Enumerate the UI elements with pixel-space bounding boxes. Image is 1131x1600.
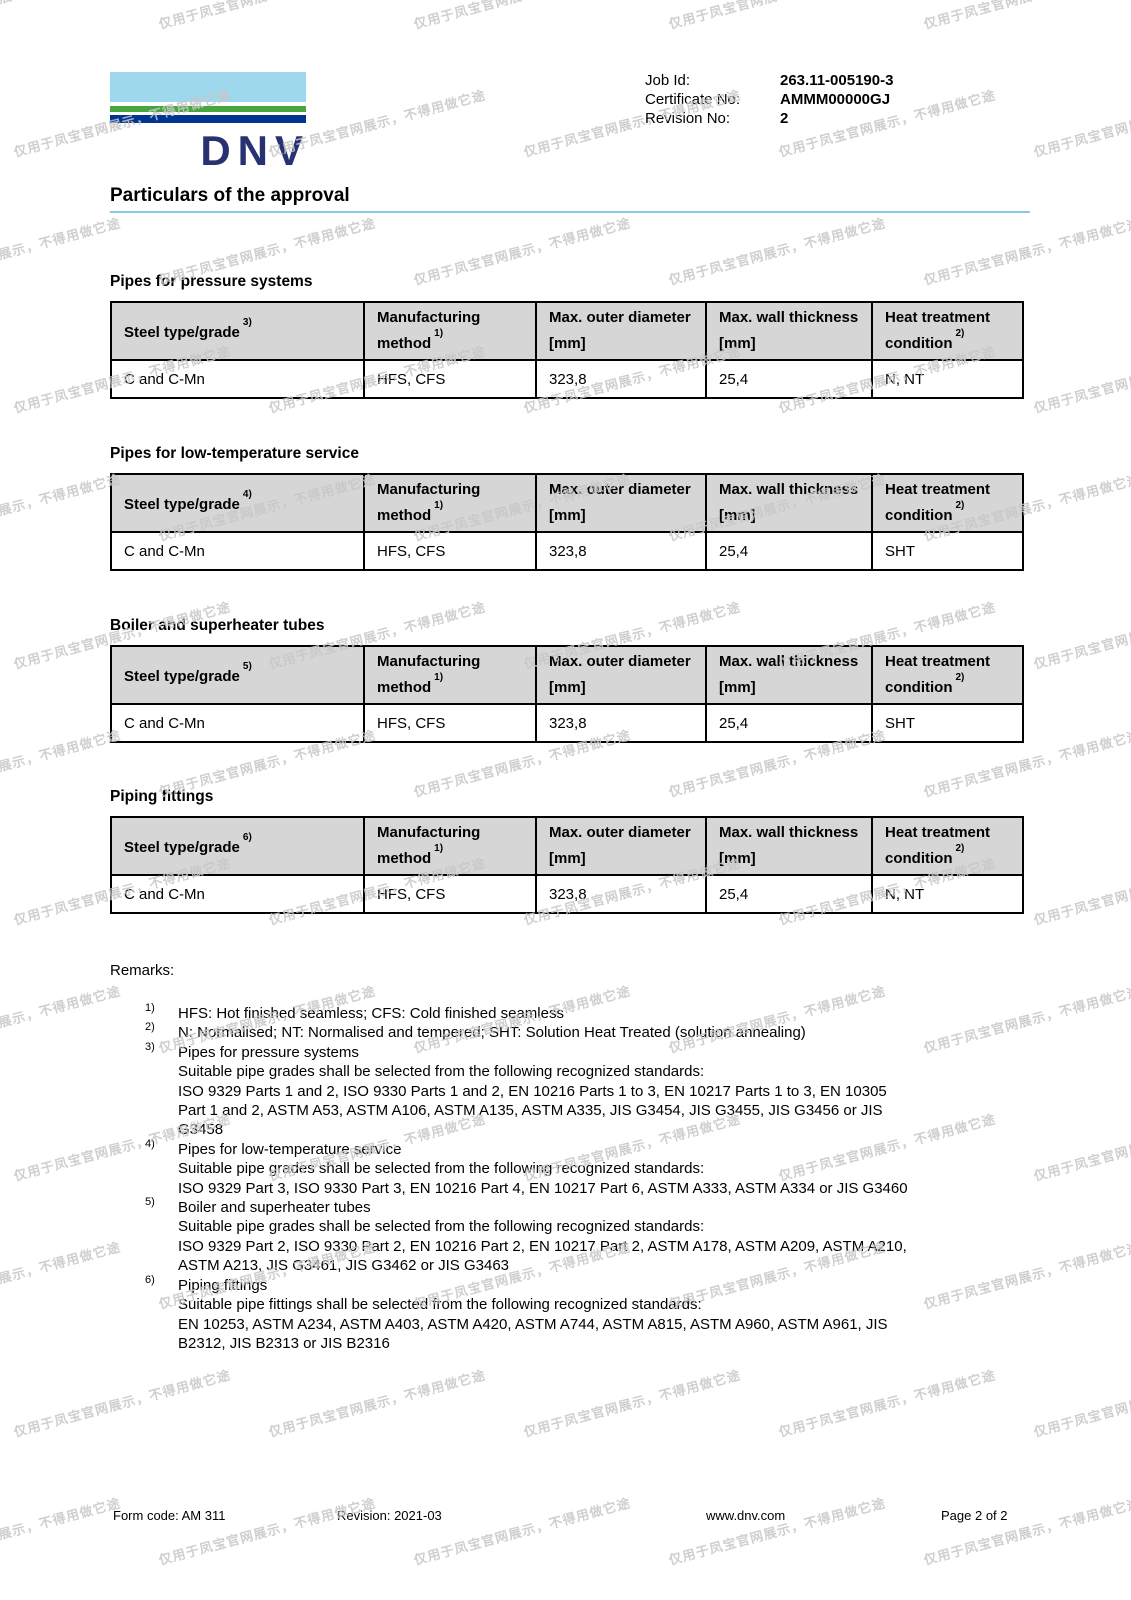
remarks-section: Remarks: 1) HFS: Hot finished seamless; … bbox=[110, 962, 1030, 1353]
footer-page-number: Page 2 of 2 bbox=[941, 1508, 1008, 1523]
page-title: Particulars of the approval bbox=[110, 185, 350, 206]
cell-heat-treatment: N, NT bbox=[871, 359, 1024, 399]
piping-fittings-table: Steel type/grade6) Manufacturing method1… bbox=[110, 816, 1024, 914]
footnote-text: Boiler and superheater tubes Suitable pip… bbox=[178, 1199, 907, 1275]
th-max-wall-thickness: Max. wall thickness [mm] bbox=[705, 816, 873, 876]
cell-thickness: 25,4 bbox=[705, 874, 873, 914]
table-row: C and C-Mn HFS, CFS 323,8 25,4 SHT bbox=[110, 703, 1024, 743]
th-max-outer-diameter: Max. outer diameter [mm] bbox=[535, 645, 707, 705]
certificate-no-label: Certificate No: bbox=[645, 91, 741, 108]
cell-steel-type: C and C-Mn bbox=[110, 359, 365, 399]
th-manufacturing-method: Manufacturing method1) bbox=[363, 816, 537, 876]
footer-website: www.dnv.com bbox=[706, 1508, 786, 1523]
section-title: Pipes for low-temperature service bbox=[110, 445, 359, 462]
section-pipes-low-temperature: Pipes for low-temperature service Steel … bbox=[110, 445, 1024, 571]
th-manufacturing-method: Manufacturing method1) bbox=[363, 473, 537, 533]
footnote-text: Pipes for pressure systems Suitable pipe … bbox=[178, 1043, 887, 1139]
th-heat-treatment: Heat treatment condition2) bbox=[871, 301, 1024, 361]
dnv-logo: DNV bbox=[110, 72, 306, 173]
footnote-marker: 2) bbox=[145, 1021, 155, 1034]
certificate-no-value: AMMM00000GJ bbox=[780, 91, 891, 108]
footnote-1: 1) HFS: Hot finished seamless; CFS: Cold… bbox=[110, 1002, 1030, 1023]
cell-thickness: 25,4 bbox=[705, 359, 873, 399]
th-max-outer-diameter: Max. outer diameter [mm] bbox=[535, 301, 707, 361]
form-code: Form code: AM 311 bbox=[113, 1508, 226, 1523]
job-id-label: Job Id: bbox=[645, 72, 691, 89]
table-row: C and C-Mn HFS, CFS 323,8 25,4 SHT bbox=[110, 531, 1024, 571]
footnote-marker: 6) bbox=[145, 1273, 155, 1286]
cell-diameter: 323,8 bbox=[535, 874, 707, 914]
footnote-2: 2) N: Normalised; NT: Normalised and tem… bbox=[110, 1021, 1030, 1042]
revision-no-label: Revision No: bbox=[645, 110, 731, 127]
footnote-marker: 4) bbox=[145, 1137, 155, 1150]
footnote-3: 3) Pipes for pressure systems Suitable pi… bbox=[110, 1040, 1030, 1140]
logo-blue-bar bbox=[110, 115, 306, 123]
cell-heat-treatment: SHT bbox=[871, 703, 1024, 743]
th-max-wall-thickness: Max. wall thickness [mm] bbox=[705, 301, 873, 361]
logo-sky-bar bbox=[110, 72, 306, 102]
footnote-marker: 5) bbox=[145, 1196, 155, 1209]
th-heat-treatment: Heat treatment condition2) bbox=[871, 645, 1024, 705]
th-steel-type-grade: Steel type/grade4) bbox=[110, 473, 365, 533]
th-manufacturing-method: Manufacturing method1) bbox=[363, 645, 537, 705]
job-id-value: 263.11-005190-3 bbox=[780, 72, 894, 89]
th-heat-treatment: Heat treatment condition2) bbox=[871, 816, 1024, 876]
logo-wordmark: DNV bbox=[200, 127, 310, 174]
footnote-5: 5) Boiler and superheater tubes Suitable … bbox=[110, 1196, 1030, 1276]
th-manufacturing-method: Manufacturing method1) bbox=[363, 301, 537, 361]
footer-revision: Revision: 2021-03 bbox=[337, 1508, 442, 1523]
th-max-outer-diameter: Max. outer diameter [mm] bbox=[535, 473, 707, 533]
footnote-text: HFS: Hot finished seamless; CFS: Cold fi… bbox=[178, 1005, 564, 1022]
section-boiler-superheater: Boiler and superheater tubes Steel type/… bbox=[110, 617, 1024, 743]
section-piping-fittings: Piping fittings Steel type/grade6) Manuf… bbox=[110, 788, 1024, 914]
cell-thickness: 25,4 bbox=[705, 531, 873, 571]
remarks-label: Remarks: bbox=[110, 962, 175, 979]
th-max-wall-thickness: Max. wall thickness [mm] bbox=[705, 645, 873, 705]
title-underline bbox=[110, 211, 1030, 213]
table-row: C and C-Mn HFS, CFS 323,8 25,4 N, NT bbox=[110, 359, 1024, 399]
cell-steel-type: C and C-Mn bbox=[110, 874, 365, 914]
certificate-no-row: Certificate No: AMMM00000GJ bbox=[645, 90, 893, 109]
th-heat-treatment: Heat treatment condition2) bbox=[871, 473, 1024, 533]
boiler-superheater-table: Steel type/grade5) Manufacturing method1… bbox=[110, 645, 1024, 743]
cell-diameter: 323,8 bbox=[535, 703, 707, 743]
section-title: Boiler and superheater tubes bbox=[110, 617, 325, 634]
cell-diameter: 323,8 bbox=[535, 359, 707, 399]
cell-steel-type: C and C-Mn bbox=[110, 703, 365, 743]
th-steel-type-grade: Steel type/grade3) bbox=[110, 301, 365, 361]
th-max-wall-thickness: Max. wall thickness [mm] bbox=[705, 473, 873, 533]
th-max-outer-diameter: Max. outer diameter [mm] bbox=[535, 816, 707, 876]
job-id-row: Job Id: 263.11-005190-3 bbox=[645, 71, 893, 90]
cell-heat-treatment: SHT bbox=[871, 531, 1024, 571]
footnote-marker: 1) bbox=[145, 1002, 155, 1014]
cell-method: HFS, CFS bbox=[363, 874, 537, 914]
cell-thickness: 25,4 bbox=[705, 703, 873, 743]
table-row: C and C-Mn HFS, CFS 323,8 25,4 N, NT bbox=[110, 874, 1024, 914]
cell-heat-treatment: N, NT bbox=[871, 874, 1024, 914]
footnote-text: N: Normalised; NT: Normalised and temper… bbox=[178, 1024, 806, 1042]
footnote-6: 6) Piping fittings Suitable pipe fittings… bbox=[110, 1273, 1030, 1354]
th-steel-type-grade: Steel type/grade5) bbox=[110, 645, 365, 705]
job-info-block: Job Id: 263.11-005190-3 Certificate No: … bbox=[645, 71, 893, 128]
cell-method: HFS, CFS bbox=[363, 359, 537, 399]
th-steel-type-grade: Steel type/grade6) bbox=[110, 816, 365, 876]
cell-steel-type: C and C-Mn bbox=[110, 531, 365, 571]
cell-method: HFS, CFS bbox=[363, 531, 537, 571]
revision-no-row: Revision No: 2 bbox=[645, 109, 893, 128]
section-pipes-pressure-systems: Pipes for pressure systems Steel type/gr… bbox=[110, 273, 1024, 399]
cell-diameter: 323,8 bbox=[535, 531, 707, 571]
footnote-4: 4) Pipes for low-temperature service Suit… bbox=[110, 1137, 1030, 1198]
pressure-systems-table: Steel type/grade3) Manufacturing method1… bbox=[110, 301, 1024, 399]
footnote-text: Pipes for low-temperature service Suitabl… bbox=[178, 1140, 908, 1197]
revision-no-value: 2 bbox=[780, 110, 789, 127]
cell-method: HFS, CFS bbox=[363, 703, 537, 743]
low-temperature-table: Steel type/grade4) Manufacturing method1… bbox=[110, 473, 1024, 571]
footnote-text: Piping fittings Suitable pipe fittings sh… bbox=[178, 1276, 888, 1352]
logo-green-bar bbox=[110, 106, 306, 112]
footnote-marker: 3) bbox=[145, 1040, 155, 1053]
section-title: Pipes for pressure systems bbox=[110, 273, 313, 290]
section-title: Piping fittings bbox=[110, 788, 214, 805]
